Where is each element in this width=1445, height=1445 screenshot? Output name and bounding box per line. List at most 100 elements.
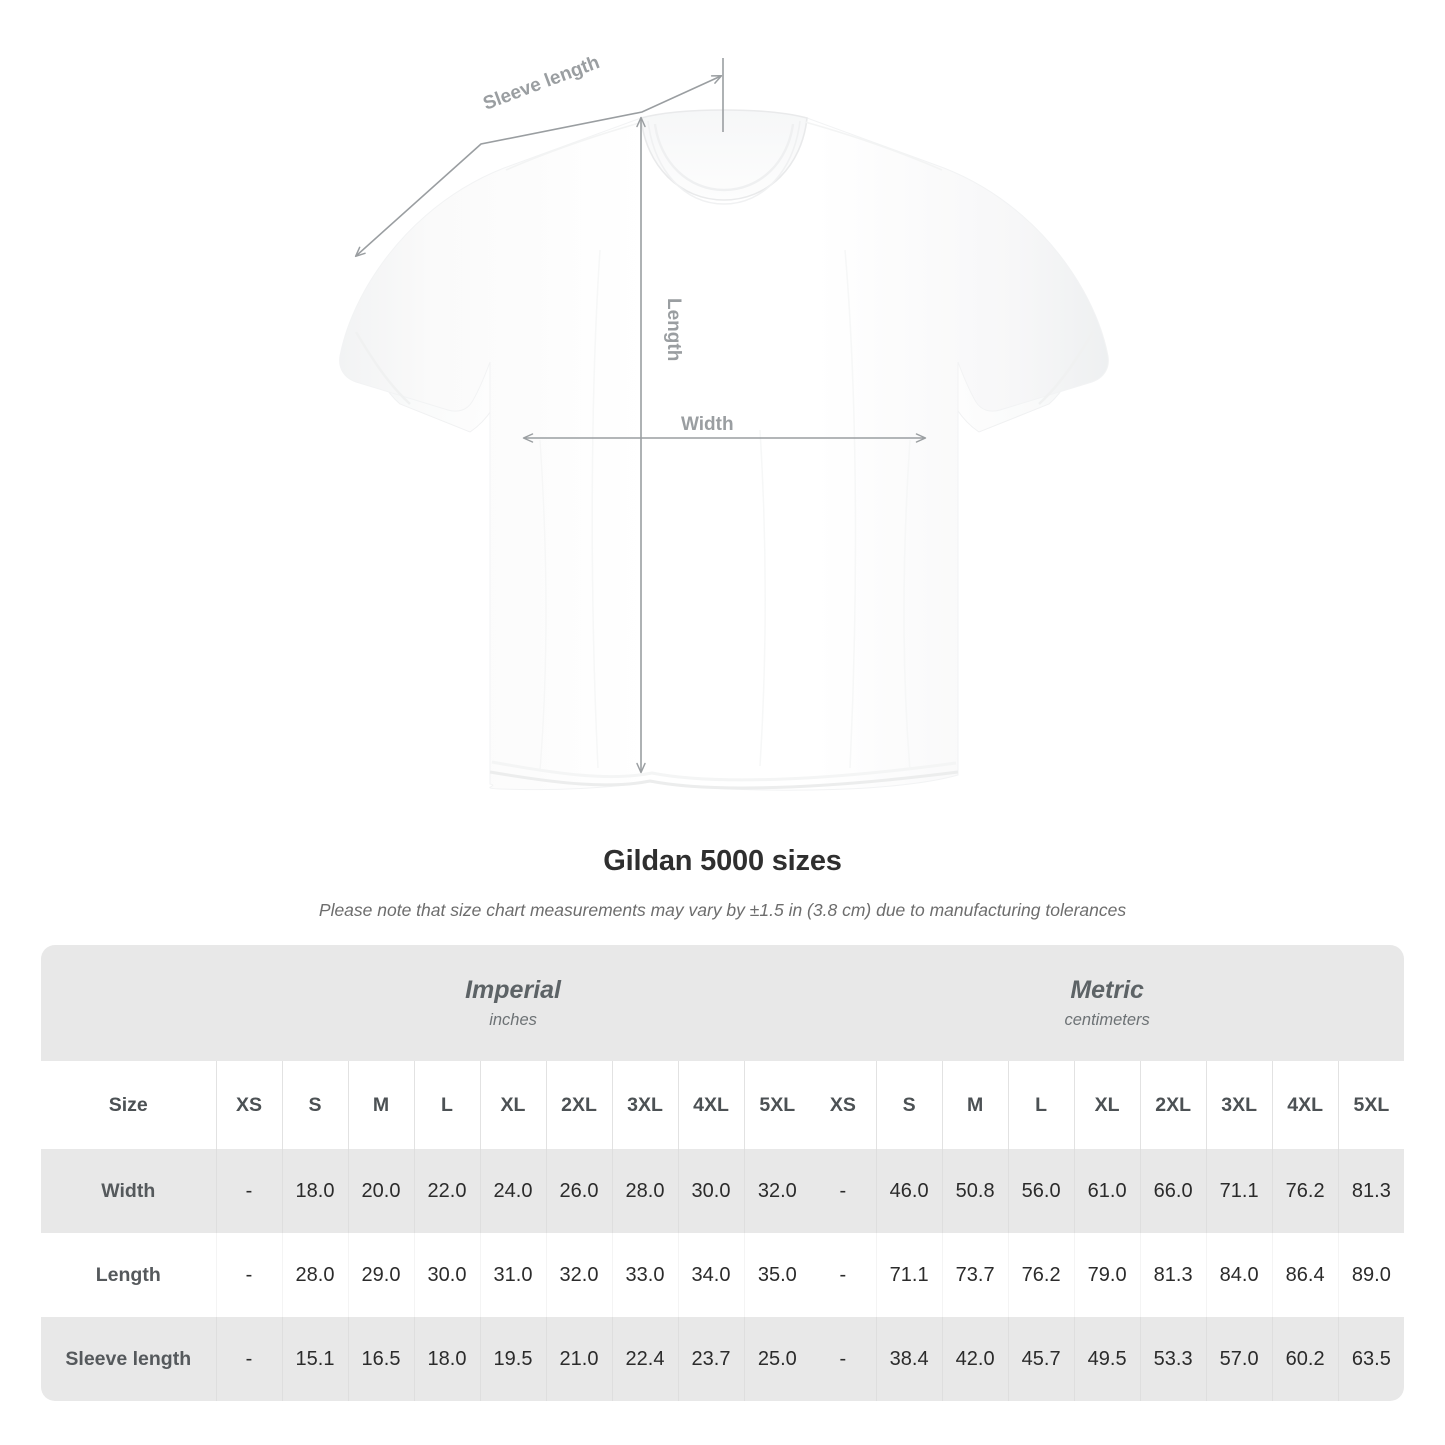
header-imperial-2xl: 2XL [545, 1061, 612, 1149]
sleeve-imperial-l: 18.0 [413, 1317, 480, 1401]
bottom-hem [489, 770, 959, 790]
width-imperial-s: 18.0 [281, 1149, 348, 1233]
width-label: Width [681, 414, 734, 435]
length-metric-xs: - [810, 1233, 877, 1317]
sleeve-metric-xs: - [810, 1317, 877, 1401]
sleeve-imperial-xl: 19.5 [479, 1317, 546, 1401]
size-table: Imperial inches Metric centimeters Size … [41, 945, 1405, 1401]
length-label: Length [663, 298, 684, 361]
length-imperial-4xl: 34.0 [677, 1233, 744, 1317]
sleeve-length-label: Sleeve length [480, 52, 602, 115]
length-metric-4xl: 86.4 [1271, 1233, 1339, 1317]
header-imperial-4xl: 4XL [677, 1061, 744, 1149]
table-row-sleeve-length: Sleeve length - 15.1 16.5 18.0 19.5 21.0… [41, 1317, 1405, 1401]
row-label-width: Width [41, 1149, 216, 1233]
length-metric-3xl: 84.0 [1205, 1233, 1273, 1317]
length-metric-2xl: 81.3 [1139, 1233, 1207, 1317]
header-metric-5xl: 5XL [1337, 1061, 1405, 1149]
header-metric-3xl: 3XL [1205, 1061, 1273, 1149]
sleeve-metric-m: 42.0 [941, 1317, 1009, 1401]
tshirt-diagram: Sleeve length Length Width [339, 52, 1109, 791]
left-sleeve-hem [354, 331, 411, 405]
length-metric-s: 71.1 [875, 1233, 943, 1317]
width-metric-m: 50.8 [941, 1149, 1009, 1233]
width-metric-3xl: 71.1 [1205, 1149, 1273, 1233]
page-title: Gildan 5000 sizes [603, 845, 842, 877]
sleeve-metric-2xl: 53.3 [1139, 1317, 1207, 1401]
header-imperial-s: S [281, 1061, 348, 1149]
header-size-label: Size [41, 1061, 216, 1149]
header-metric-xs: XS [810, 1061, 877, 1149]
header-imperial-3xl: 3XL [611, 1061, 678, 1149]
width-metric-s: 46.0 [875, 1149, 943, 1233]
width-imperial-2xl: 26.0 [545, 1149, 612, 1233]
sleeve-imperial-s: 15.1 [281, 1317, 348, 1401]
unit-name-metric: Metric [1070, 975, 1144, 1004]
sleeve-metric-5xl: 63.5 [1337, 1317, 1405, 1401]
length-metric-xl: 79.0 [1073, 1233, 1141, 1317]
width-imperial-l: 22.0 [413, 1149, 480, 1233]
sleeve-imperial-2xl: 21.0 [545, 1317, 612, 1401]
width-metric-xl: 61.0 [1073, 1149, 1141, 1233]
width-imperial-xs: - [215, 1149, 282, 1233]
header-imperial-5xl: 5XL [743, 1061, 811, 1149]
sleeve-metric-l: 45.7 [1007, 1317, 1075, 1401]
tolerance-note: Please note that size chart measurements… [318, 900, 1127, 920]
width-imperial-5xl: 32.0 [743, 1149, 811, 1233]
sleeve-metric-3xl: 57.0 [1205, 1317, 1273, 1401]
header-imperial-l: L [413, 1061, 480, 1149]
unit-sub-imperial: inches [489, 1011, 537, 1030]
tshirt-body [339, 109, 1109, 791]
unit-banner-spacer [41, 945, 216, 1061]
length-imperial-s: 28.0 [281, 1233, 348, 1317]
width-metric-2xl: 66.0 [1139, 1149, 1207, 1233]
length-metric-5xl: 89.0 [1337, 1233, 1405, 1317]
measurement-annotations [354, 58, 927, 774]
fabric-folds [539, 249, 911, 771]
sleeve-imperial-4xl: 23.7 [677, 1317, 744, 1401]
tshirt-garment [339, 109, 1109, 791]
table-row-length: Length - 28.0 29.0 30.0 31.0 32.0 33.0 3… [41, 1233, 1405, 1317]
sleeve-length-dimension-line [354, 75, 723, 258]
unit-banner-row: Imperial inches Metric centimeters [41, 945, 1405, 1061]
sleeve-imperial-5xl: 25.0 [743, 1317, 811, 1401]
length-metric-m: 73.7 [941, 1233, 1009, 1317]
sleeve-metric-4xl: 60.2 [1271, 1317, 1339, 1401]
size-header-row: Size XS S M L XL 2XL 3XL 4XL 5XL XS S M … [41, 1061, 1405, 1149]
sleeve-imperial-3xl: 22.4 [611, 1317, 678, 1401]
width-imperial-m: 20.0 [347, 1149, 414, 1233]
header-imperial-xl: XL [479, 1061, 546, 1149]
header-metric-m: M [941, 1061, 1009, 1149]
unit-banner-imperial: Imperial inches [216, 945, 811, 1061]
title-block: Gildan 5000 sizes Please note that size … [0, 845, 1445, 921]
right-shoulder-seam [804, 121, 943, 171]
header-metric-s: S [875, 1061, 943, 1149]
header-metric-4xl: 4XL [1271, 1061, 1339, 1149]
header-metric-2xl: 2XL [1139, 1061, 1207, 1149]
header-metric-xl: XL [1073, 1061, 1141, 1149]
unit-name-imperial: Imperial [465, 975, 561, 1004]
length-imperial-5xl: 35.0 [743, 1233, 811, 1317]
length-imperial-xs: - [215, 1233, 282, 1317]
sleeve-metric-xl: 49.5 [1073, 1317, 1141, 1401]
sleeve-imperial-m: 16.5 [347, 1317, 414, 1401]
width-imperial-xl: 24.0 [479, 1149, 546, 1233]
width-imperial-3xl: 28.0 [611, 1149, 678, 1233]
header-imperial-m: M [347, 1061, 414, 1149]
row-label-sleeve-length: Sleeve length [41, 1317, 216, 1401]
length-imperial-2xl: 32.0 [545, 1233, 612, 1317]
width-metric-xs: - [810, 1149, 877, 1233]
width-metric-5xl: 81.3 [1337, 1149, 1405, 1233]
length-imperial-xl: 31.0 [479, 1233, 546, 1317]
unit-sub-metric: centimeters [1064, 1011, 1150, 1030]
length-metric-l: 76.2 [1007, 1233, 1075, 1317]
table-row-width: Width - 18.0 20.0 22.0 24.0 26.0 28.0 30… [41, 1149, 1405, 1233]
length-imperial-m: 29.0 [347, 1233, 414, 1317]
length-imperial-3xl: 33.0 [611, 1233, 678, 1317]
right-sleeve-hem [1038, 331, 1095, 405]
bottom-hem-shadow [491, 760, 957, 782]
length-imperial-l: 30.0 [413, 1233, 480, 1317]
width-metric-4xl: 76.2 [1271, 1149, 1339, 1233]
width-imperial-4xl: 30.0 [677, 1149, 744, 1233]
